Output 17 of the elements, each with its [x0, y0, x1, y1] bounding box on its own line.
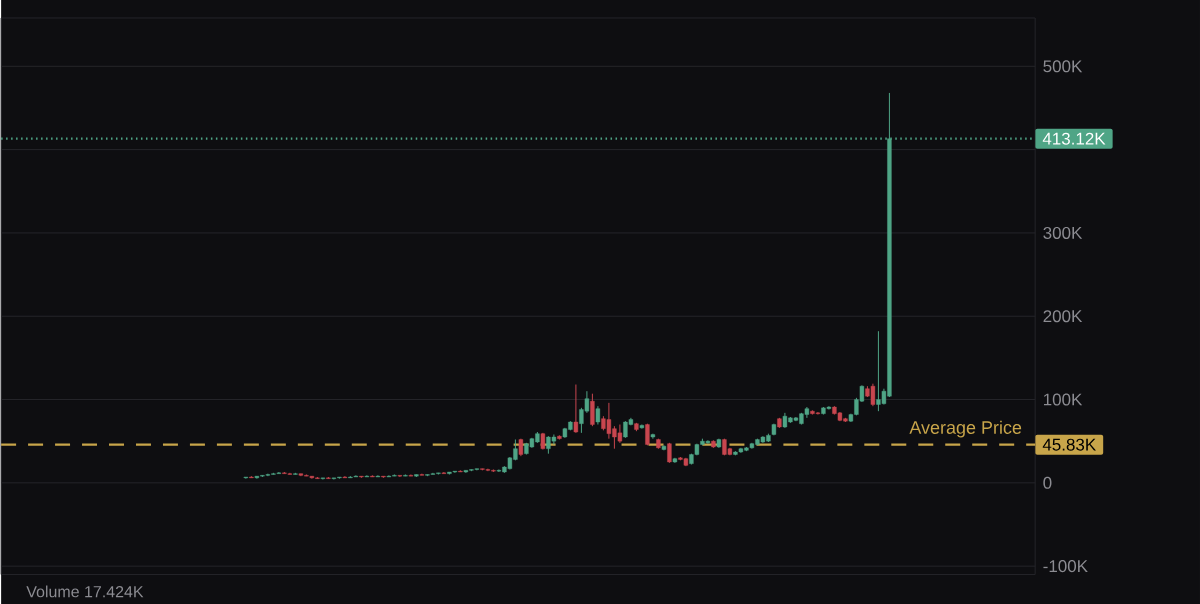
- candlestick: [408, 473, 414, 477]
- candlestick: [573, 383, 579, 434]
- y-tick-label: 0: [1043, 476, 1052, 489]
- candlestick: [590, 392, 595, 427]
- candlestick: [595, 405, 601, 425]
- candlestick: [243, 476, 249, 479]
- candlestick: [364, 474, 370, 478]
- y-tick-label: -100K: [1043, 559, 1088, 572]
- text: Volume 17.424K: [26, 585, 144, 598]
- y-tick-label: 100K: [1044, 393, 1083, 406]
- text: 45.83K: [1042, 438, 1096, 451]
- y-tick-label: 300K: [1043, 226, 1083, 239]
- text: 413.12K: [1042, 132, 1106, 145]
- y-tick-label: 500K: [1043, 60, 1083, 73]
- ref-line-label: Average Price: [909, 420, 1022, 438]
- y-tick-label: 200K: [1043, 309, 1083, 323]
- candlestick: [375, 474, 381, 478]
